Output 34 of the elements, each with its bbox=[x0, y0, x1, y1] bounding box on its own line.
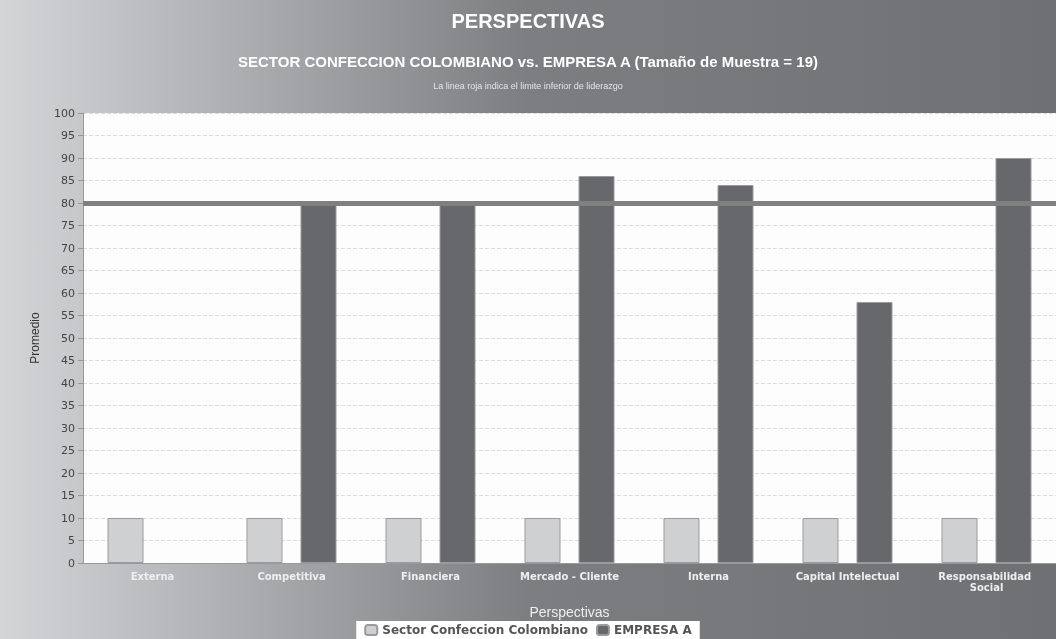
y-tick-label: 60 bbox=[61, 286, 75, 300]
y-tick-label: 95 bbox=[61, 129, 75, 142]
y-tick-label: 35 bbox=[61, 399, 75, 412]
y-tick-label: 20 bbox=[61, 466, 75, 480]
x-axis-title: Perspectivas bbox=[529, 604, 610, 620]
y-tick-label: 55 bbox=[61, 309, 75, 322]
y-tick-label: 0 bbox=[68, 556, 75, 570]
y-tick-label: 25 bbox=[61, 444, 75, 457]
y-tick-label: 10 bbox=[61, 511, 75, 525]
x-tick-label: Interna bbox=[687, 571, 730, 582]
y-tick-label: 85 bbox=[61, 174, 75, 187]
y-tick-label: 70 bbox=[61, 241, 75, 255]
y-tick-label: 65 bbox=[61, 264, 75, 277]
y-tick-label: 30 bbox=[61, 421, 75, 435]
y-tick-label: 5 bbox=[68, 534, 75, 547]
y-tick-label: 90 bbox=[61, 151, 75, 165]
y-tick-label: 15 bbox=[61, 489, 75, 502]
chart-title: PERSPECTIVAS bbox=[451, 10, 605, 32]
text: La linea roja indica el limite inferior de liderazgo bbox=[433, 80, 623, 91]
legend-label: EMPRESA A bbox=[613, 623, 693, 637]
x-tick-label: Responsabilidad Social bbox=[938, 571, 1035, 593]
y-tick-label: 100 bbox=[54, 106, 75, 120]
chart-subtitle: SECTOR CONFECCION COLOMBIANO vs. EMPRESA A (Tamaño de Muestra = 19) bbox=[238, 53, 818, 70]
y-tick-label: 75 bbox=[61, 219, 75, 232]
x-tick-label: Financiera bbox=[400, 571, 461, 582]
legend-label: Sector Confeccion Colombiano bbox=[382, 623, 588, 637]
x-tick-label: Competitiva bbox=[257, 571, 326, 582]
y-tick-label: 40 bbox=[61, 376, 75, 390]
y-tick-label: 45 bbox=[61, 354, 75, 367]
x-tick-label: Capital Intelectual bbox=[795, 571, 900, 582]
y-tick-label: 80 bbox=[61, 196, 75, 210]
y-axis-title: Promedio bbox=[28, 312, 42, 364]
x-tick-label: Mercado - Cliente bbox=[519, 571, 620, 582]
y-tick-label: 50 bbox=[61, 331, 75, 345]
